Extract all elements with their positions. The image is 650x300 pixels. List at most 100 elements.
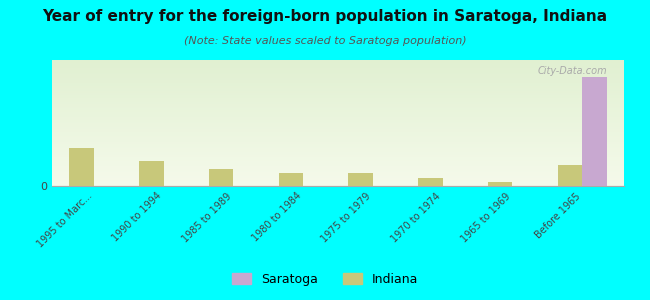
Bar bbox=[558, 165, 582, 186]
Bar bbox=[52, 142, 624, 143]
Bar bbox=[52, 88, 624, 89]
Bar bbox=[52, 130, 624, 132]
Bar bbox=[52, 116, 624, 117]
Bar bbox=[52, 166, 624, 167]
Bar bbox=[52, 70, 624, 71]
Bar bbox=[52, 132, 624, 133]
Bar bbox=[52, 140, 624, 141]
Bar bbox=[52, 83, 624, 84]
Bar bbox=[52, 185, 624, 186]
Bar bbox=[52, 153, 624, 154]
Bar bbox=[52, 152, 624, 153]
Bar bbox=[582, 77, 606, 186]
Bar bbox=[52, 175, 624, 176]
Bar bbox=[52, 141, 624, 142]
Bar bbox=[52, 151, 624, 152]
Bar bbox=[488, 182, 512, 186]
Bar bbox=[52, 114, 624, 116]
Bar bbox=[52, 167, 624, 168]
Bar bbox=[52, 71, 624, 73]
Bar bbox=[52, 86, 624, 88]
Bar bbox=[52, 172, 624, 173]
Bar bbox=[52, 99, 624, 100]
Bar bbox=[52, 180, 624, 181]
Bar bbox=[52, 134, 624, 136]
Bar bbox=[52, 75, 624, 76]
Bar bbox=[52, 76, 624, 78]
Bar bbox=[52, 106, 624, 108]
Bar bbox=[52, 123, 624, 124]
Bar bbox=[52, 124, 624, 125]
Bar bbox=[52, 81, 624, 83]
Text: (Note: State values scaled to Saratoga population): (Note: State values scaled to Saratoga p… bbox=[184, 36, 466, 46]
Bar bbox=[52, 78, 624, 79]
Bar bbox=[52, 157, 624, 158]
Bar bbox=[52, 97, 624, 98]
Bar bbox=[52, 90, 624, 92]
Bar bbox=[52, 176, 624, 177]
Bar bbox=[52, 79, 624, 80]
Bar bbox=[52, 146, 624, 147]
Bar bbox=[279, 173, 303, 186]
Bar bbox=[52, 133, 624, 134]
Bar bbox=[52, 80, 624, 81]
Bar bbox=[52, 109, 624, 110]
Bar bbox=[348, 173, 373, 186]
Bar bbox=[52, 104, 624, 105]
Bar bbox=[52, 122, 624, 123]
Legend: Saratoga, Indiana: Saratoga, Indiana bbox=[227, 268, 423, 291]
Bar bbox=[52, 138, 624, 140]
Bar bbox=[52, 62, 624, 64]
Bar bbox=[52, 74, 624, 75]
Bar bbox=[52, 92, 624, 93]
Bar bbox=[52, 69, 624, 70]
Bar bbox=[52, 181, 624, 182]
Text: City-Data.com: City-Data.com bbox=[537, 66, 607, 76]
Bar bbox=[52, 171, 624, 172]
Bar bbox=[52, 128, 624, 129]
Bar bbox=[52, 118, 624, 119]
Bar bbox=[70, 148, 94, 186]
Bar bbox=[279, 173, 303, 186]
Bar bbox=[52, 125, 624, 127]
Bar bbox=[52, 169, 624, 171]
Bar bbox=[52, 64, 624, 65]
Bar bbox=[52, 168, 624, 169]
Text: Year of entry for the foreign-born population in Saratoga, Indiana: Year of entry for the foreign-born popul… bbox=[42, 9, 608, 24]
Bar bbox=[52, 89, 624, 90]
Bar bbox=[52, 163, 624, 165]
Bar bbox=[52, 156, 624, 157]
Bar bbox=[52, 98, 624, 99]
Bar bbox=[52, 129, 624, 130]
Bar bbox=[52, 184, 624, 185]
Bar bbox=[52, 173, 624, 175]
Bar bbox=[558, 165, 582, 186]
Bar bbox=[209, 169, 233, 186]
Bar bbox=[52, 66, 624, 68]
Bar bbox=[418, 178, 443, 186]
Bar bbox=[52, 147, 624, 148]
Bar bbox=[582, 77, 606, 186]
Bar bbox=[52, 110, 624, 112]
Bar bbox=[52, 113, 624, 114]
Bar bbox=[52, 112, 624, 113]
Bar bbox=[52, 61, 624, 62]
Bar bbox=[52, 103, 624, 104]
Bar bbox=[52, 60, 624, 61]
Bar bbox=[52, 127, 624, 128]
Bar bbox=[348, 173, 373, 186]
Bar bbox=[209, 169, 233, 186]
Bar bbox=[70, 148, 94, 186]
Bar bbox=[52, 84, 624, 85]
Bar bbox=[52, 65, 624, 66]
Bar bbox=[52, 162, 624, 163]
Bar bbox=[52, 158, 624, 160]
Bar bbox=[52, 94, 624, 95]
Bar bbox=[52, 144, 624, 146]
Bar bbox=[52, 73, 624, 74]
Bar bbox=[52, 68, 624, 69]
Bar bbox=[52, 108, 624, 109]
Bar bbox=[52, 105, 624, 106]
Bar bbox=[52, 119, 624, 121]
Bar bbox=[52, 117, 624, 118]
